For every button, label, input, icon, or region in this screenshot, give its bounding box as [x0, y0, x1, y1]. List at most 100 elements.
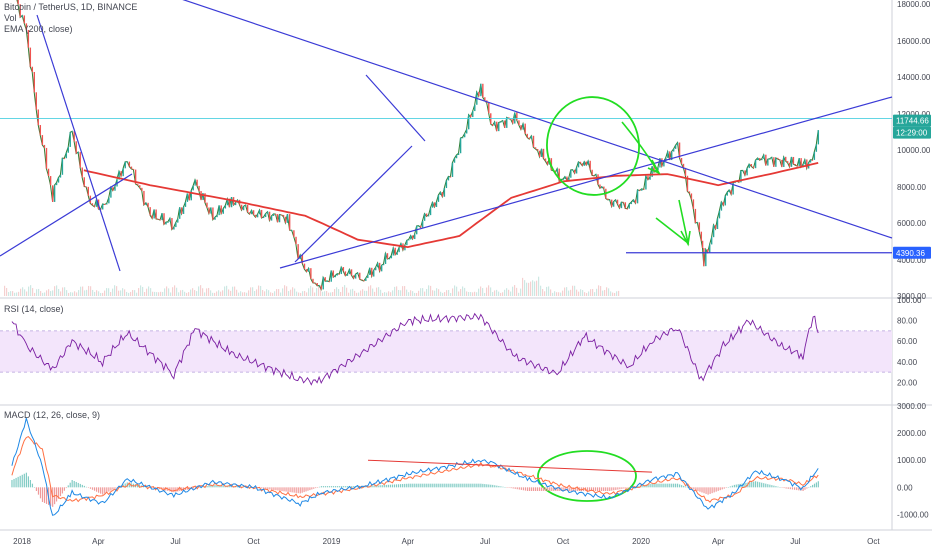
candle — [620, 202, 623, 209]
histogram-bar — [488, 484, 490, 488]
histogram-bar — [468, 483, 470, 488]
volume-bar — [154, 291, 156, 296]
volume-bar — [254, 291, 256, 296]
histogram-bar — [462, 483, 464, 488]
price-tick-label: 10000.00 — [897, 146, 931, 155]
candle — [806, 159, 808, 169]
candle — [707, 249, 709, 253]
candle — [455, 155, 458, 159]
volume-bar — [462, 286, 464, 296]
histogram-bar — [21, 474, 23, 488]
histogram-bar — [81, 484, 83, 488]
histogram-bar — [95, 487, 98, 492]
candle — [291, 230, 293, 232]
volume-bar — [356, 292, 358, 296]
candle — [457, 153, 460, 156]
candle — [712, 224, 715, 238]
histogram-bar — [104, 487, 106, 494]
candle — [312, 278, 314, 283]
volume-bar — [106, 288, 108, 296]
candle — [165, 222, 167, 225]
candle — [748, 164, 750, 169]
candle — [208, 207, 210, 214]
histogram-bar — [452, 483, 454, 488]
histogram-bar — [179, 487, 181, 492]
volume-bar — [474, 291, 476, 296]
histogram-bar — [67, 485, 69, 488]
volume-bar — [94, 291, 96, 296]
histogram-bar — [192, 487, 195, 489]
histogram-bar — [691, 487, 693, 489]
histogram-bar — [655, 483, 657, 488]
volume-bar — [454, 285, 456, 296]
histogram-bar — [570, 487, 572, 491]
candle — [641, 188, 643, 191]
volume-bar — [54, 286, 56, 296]
histogram-bar — [556, 487, 558, 491]
histogram-bar — [506, 487, 508, 488]
volume-bar — [502, 292, 504, 296]
histogram-bar — [474, 483, 476, 488]
histogram-bar — [371, 485, 373, 488]
volume-bar — [510, 291, 512, 296]
histogram-bar — [265, 487, 267, 489]
volume-bar — [160, 291, 162, 296]
histogram-bar — [410, 483, 412, 488]
volume-bar — [480, 286, 482, 296]
volume-bar — [226, 285, 228, 296]
histogram-bar — [617, 487, 619, 490]
volume-bar — [396, 286, 398, 296]
volume-bar — [224, 286, 226, 296]
candle — [155, 209, 157, 219]
volume-bar — [582, 290, 584, 296]
candle — [769, 158, 771, 160]
volume-bar — [262, 290, 264, 296]
volume-bar — [48, 289, 50, 296]
histogram-bar — [35, 487, 38, 491]
volume-bar — [414, 292, 416, 296]
volume-bar — [530, 281, 532, 296]
macd-tick-label: 1000.00 — [897, 456, 926, 465]
volume-bar — [364, 290, 366, 296]
histogram-bar — [552, 487, 554, 491]
candle — [159, 219, 161, 221]
volume-bar — [482, 288, 484, 296]
candle — [794, 164, 797, 166]
histogram-bar — [328, 486, 331, 488]
candle — [79, 152, 81, 168]
candle — [763, 154, 765, 160]
volume-bar — [380, 289, 382, 296]
volume-bar — [184, 291, 186, 296]
histogram-bar — [621, 487, 623, 489]
candle — [671, 151, 673, 161]
histogram-bar — [562, 487, 564, 491]
candle — [599, 184, 601, 189]
volume-bar — [352, 288, 354, 296]
histogram-bar — [723, 487, 725, 489]
candle — [626, 208, 628, 210]
histogram-bar — [586, 487, 589, 491]
histogram-bar — [326, 486, 329, 488]
candle — [169, 218, 171, 222]
histogram-bar — [318, 486, 321, 488]
histogram-bar — [45, 487, 48, 504]
candle — [645, 175, 647, 190]
histogram-bar — [202, 486, 204, 488]
histogram-bar — [480, 483, 482, 488]
candle — [688, 191, 691, 194]
candle — [295, 236, 297, 245]
volume-bar — [476, 292, 478, 296]
candle — [359, 272, 361, 280]
last-price-badge-text: 11744.66 — [896, 117, 929, 126]
volume-bar — [132, 290, 134, 296]
histogram-bar — [580, 487, 582, 491]
histogram-bar — [514, 487, 516, 489]
volume-bar — [440, 291, 442, 296]
candle — [765, 154, 767, 166]
histogram-bar — [188, 487, 191, 490]
histogram-bar — [85, 486, 88, 488]
candle — [732, 183, 734, 195]
histogram-bar — [373, 485, 375, 488]
